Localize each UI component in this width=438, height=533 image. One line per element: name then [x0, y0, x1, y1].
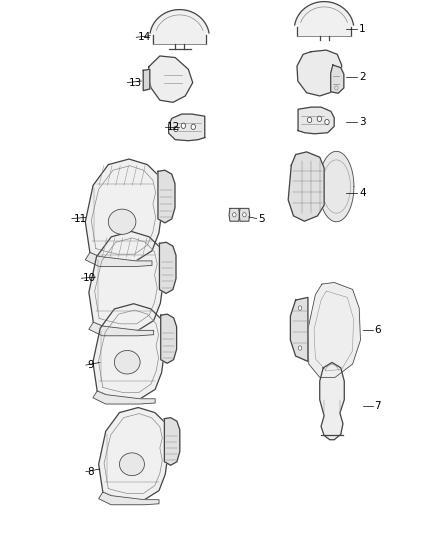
Circle shape	[307, 117, 312, 123]
Polygon shape	[298, 107, 334, 134]
Text: 14: 14	[138, 33, 151, 42]
Text: 2: 2	[359, 72, 366, 82]
Circle shape	[317, 116, 321, 122]
Polygon shape	[89, 322, 154, 336]
Text: 6: 6	[374, 326, 381, 335]
Polygon shape	[85, 253, 152, 266]
Polygon shape	[158, 170, 175, 223]
Polygon shape	[239, 208, 250, 221]
Text: 3: 3	[359, 117, 366, 126]
Text: 12: 12	[166, 122, 180, 132]
Circle shape	[325, 119, 329, 125]
Text: 13: 13	[129, 78, 142, 87]
Polygon shape	[89, 231, 163, 330]
Polygon shape	[295, 2, 353, 36]
Text: 9: 9	[88, 360, 94, 370]
Polygon shape	[143, 69, 150, 91]
Ellipse shape	[108, 209, 136, 235]
Circle shape	[191, 124, 195, 130]
Text: 11: 11	[74, 214, 87, 223]
Polygon shape	[229, 208, 240, 221]
Polygon shape	[297, 50, 342, 96]
Circle shape	[243, 213, 246, 217]
Text: 4: 4	[359, 188, 366, 198]
Polygon shape	[164, 418, 180, 465]
Text: 5: 5	[258, 214, 265, 223]
Polygon shape	[319, 151, 354, 222]
Circle shape	[181, 123, 186, 128]
Circle shape	[173, 126, 178, 132]
Polygon shape	[99, 492, 159, 505]
Polygon shape	[320, 362, 344, 440]
Polygon shape	[150, 10, 209, 44]
Text: 1: 1	[359, 25, 366, 34]
Polygon shape	[99, 408, 168, 500]
Text: 8: 8	[88, 467, 94, 477]
Polygon shape	[85, 159, 162, 261]
Text: 10: 10	[83, 273, 96, 283]
Polygon shape	[331, 65, 344, 93]
Polygon shape	[93, 304, 165, 399]
Circle shape	[298, 346, 302, 350]
Polygon shape	[159, 243, 176, 293]
Ellipse shape	[120, 453, 145, 475]
Polygon shape	[290, 297, 308, 361]
Polygon shape	[308, 282, 360, 377]
Circle shape	[298, 306, 302, 310]
Polygon shape	[169, 114, 205, 141]
Circle shape	[233, 213, 236, 217]
Polygon shape	[288, 152, 324, 221]
Text: 7: 7	[374, 401, 381, 411]
Polygon shape	[93, 391, 155, 404]
Ellipse shape	[114, 351, 140, 374]
Polygon shape	[148, 56, 193, 102]
Polygon shape	[161, 314, 177, 364]
